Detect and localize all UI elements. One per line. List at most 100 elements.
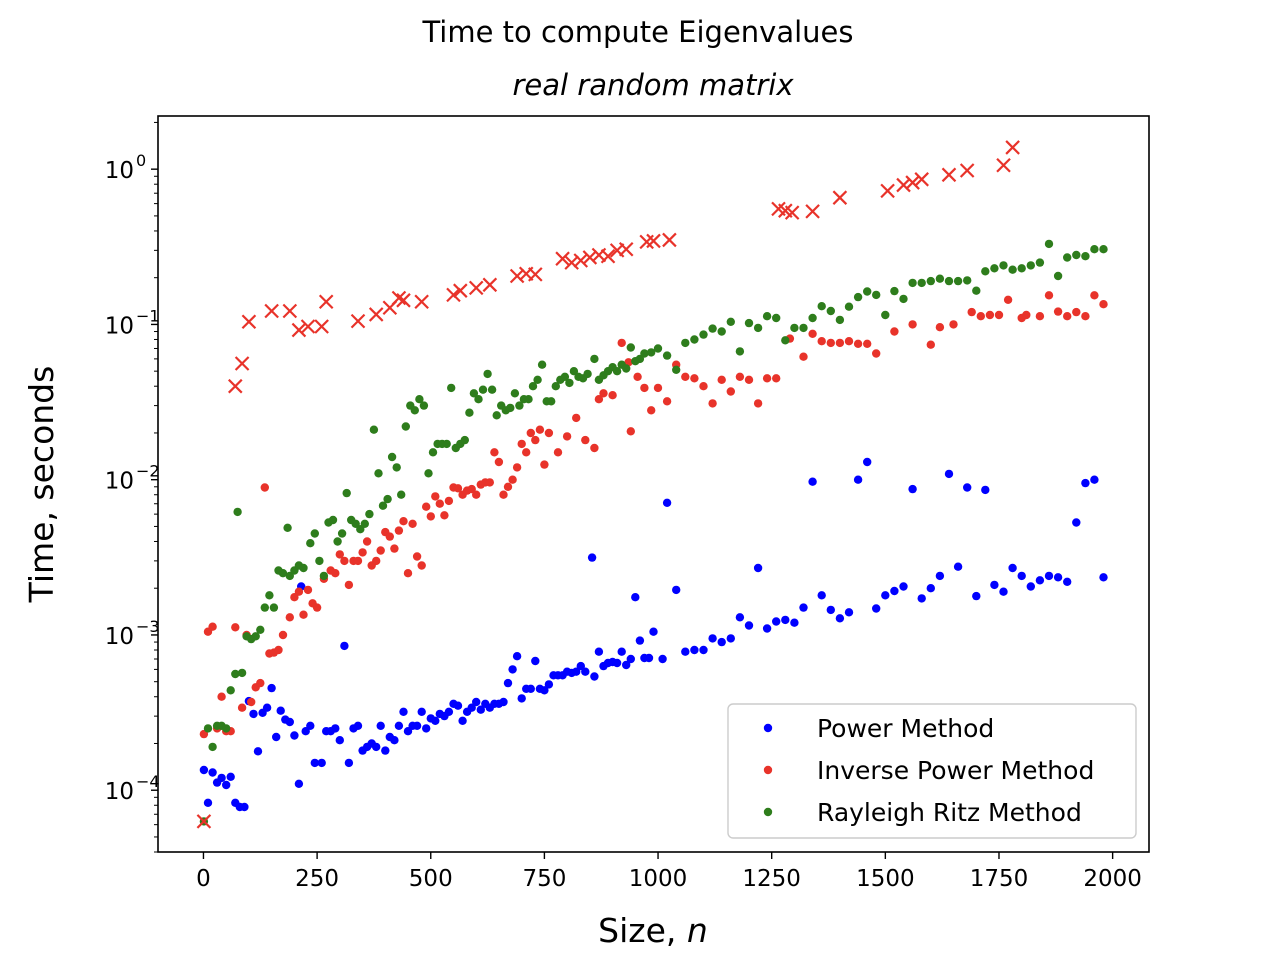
- chart-subtitle: real random matrix: [512, 68, 794, 102]
- data-point: [1053, 271, 1063, 281]
- y-tick-label: 10: [105, 158, 134, 184]
- data-point: [917, 278, 926, 288]
- data-point: [467, 703, 476, 712]
- data-point: [608, 391, 617, 400]
- legend-label: Rayleigh Ritz Method: [817, 798, 1082, 827]
- data-point: [917, 594, 926, 603]
- data-point: [890, 586, 899, 596]
- data-point: [626, 654, 635, 664]
- data-point: [1090, 245, 1099, 254]
- data-point: [208, 742, 217, 752]
- data-point: [240, 802, 249, 812]
- x-marker-stroke: [228, 378, 243, 394]
- y-tick-label: 10: [105, 624, 134, 650]
- data-point: [690, 374, 699, 383]
- data-point: [533, 375, 542, 384]
- x-tick-label: 250: [295, 866, 339, 892]
- data-point: [422, 502, 431, 511]
- data-point: [635, 636, 645, 645]
- data-point: [662, 351, 672, 360]
- data-point: [599, 389, 608, 398]
- data-point: [472, 490, 481, 499]
- data-point: [863, 457, 872, 467]
- data-point: [976, 312, 985, 321]
- data-point: [681, 647, 690, 656]
- x-marker-stroke: [880, 183, 895, 199]
- data-point: [762, 624, 772, 633]
- data-point: [335, 736, 344, 745]
- data-point: [565, 378, 574, 388]
- x-marker-stroke: [264, 303, 279, 319]
- data-point: [278, 630, 288, 640]
- data-point: [853, 292, 863, 302]
- data-point: [1044, 571, 1054, 581]
- data-point: [531, 435, 540, 445]
- data-point: [390, 736, 399, 745]
- x-marker-stroke: [778, 203, 793, 218]
- data-point: [372, 742, 381, 752]
- data-point: [424, 469, 433, 478]
- data-point: [1090, 475, 1099, 484]
- series-1: [199, 457, 1108, 812]
- data-point: [1017, 571, 1026, 581]
- data-point: [726, 387, 735, 396]
- data-point: [417, 707, 426, 716]
- data-point: [762, 312, 772, 321]
- data-point: [658, 654, 667, 664]
- data-point: [790, 618, 799, 627]
- data-point: [222, 724, 231, 733]
- x-tick-label: 1500: [856, 866, 915, 892]
- data-point: [935, 323, 945, 332]
- data-point: [265, 591, 274, 600]
- x-tick-label: 500: [409, 866, 453, 892]
- data-point: [440, 511, 449, 520]
- data-point: [881, 591, 890, 600]
- data-point: [376, 721, 385, 730]
- data-point: [594, 395, 604, 404]
- data-point: [1044, 239, 1054, 249]
- x-marker-stroke: [528, 267, 543, 282]
- x-marker: [300, 319, 316, 334]
- x-marker: [880, 183, 895, 199]
- highlighted-points-layer: [196, 140, 1020, 829]
- data-points-layer: [199, 239, 1108, 826]
- data-point: [872, 604, 881, 613]
- x-marker: [228, 378, 243, 394]
- x-tick-label: 750: [522, 866, 566, 892]
- data-point: [562, 432, 572, 441]
- data-point: [662, 397, 672, 406]
- x-marker-stroke: [784, 205, 800, 220]
- data-point: [817, 591, 826, 600]
- data-point: [844, 337, 854, 346]
- legend-label: Power Method: [817, 714, 994, 743]
- x-marker: [196, 814, 212, 829]
- data-point: [399, 707, 408, 716]
- x-marker-stroke: [291, 322, 307, 338]
- data-point: [312, 603, 322, 612]
- data-point: [985, 310, 995, 320]
- x-marker-stroke: [905, 175, 920, 190]
- chart-title: Time to compute Eigenvalues: [421, 15, 853, 49]
- data-point: [681, 338, 690, 348]
- legend-marker: [763, 765, 773, 775]
- data-point: [231, 669, 240, 679]
- data-point: [690, 645, 699, 655]
- data-point: [1072, 518, 1081, 527]
- data-point: [699, 330, 708, 339]
- data-point: [426, 512, 435, 521]
- x-marker: [314, 319, 329, 334]
- x-marker: [414, 294, 429, 310]
- data-point: [222, 780, 231, 790]
- data-point: [294, 779, 304, 788]
- series-3: [199, 239, 1108, 826]
- data-point: [335, 550, 344, 559]
- data-point: [256, 625, 265, 634]
- data-point: [967, 307, 976, 317]
- data-point: [699, 645, 708, 655]
- x-marker: [453, 283, 468, 298]
- data-point: [990, 264, 999, 273]
- data-point: [835, 315, 845, 325]
- data-point: [506, 403, 515, 413]
- x-marker-stroke: [234, 356, 250, 371]
- x-marker-stroke: [1005, 140, 1020, 155]
